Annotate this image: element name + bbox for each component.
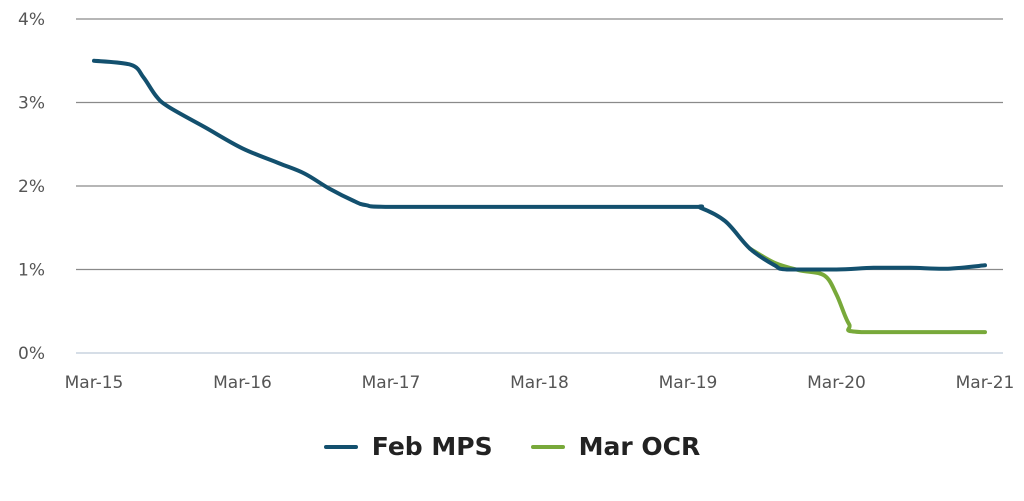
legend-swatch (530, 444, 565, 449)
y-tick-label: 2% (18, 177, 45, 197)
x-tick-label: Mar-21 (956, 373, 1015, 393)
gridlines (76, 18, 1003, 354)
y-tick-label: 3% (18, 94, 45, 114)
series-line-mar-ocr (747, 246, 987, 335)
x-tick-label: Mar-20 (807, 373, 866, 393)
x-tick-label: Mar-16 (213, 373, 272, 393)
y-axis-labels: 0% 1% 2% 3% 4% (18, 10, 45, 364)
x-tick-label: Mar-18 (510, 373, 569, 393)
x-axis-labels: Mar-15 Mar-16 Mar-17 Mar-18 Mar-19 Mar-20 Mar-… (65, 373, 1015, 393)
legend-label: Feb MPS (371, 432, 493, 461)
x-tick-label: Mar-19 (659, 373, 718, 393)
x-tick-label: Mar-17 (362, 373, 421, 393)
line-chart: 0%1%2%3%4% Mar-15 Mar-16 Mar-17 Mar-18 Mar-1… (18, 10, 1015, 393)
y-tick-label: 1% (18, 261, 45, 281)
x-tick-label: Mar-15 (65, 373, 124, 393)
series-line-feb-mps (92, 58, 987, 272)
y-tick-label: 4% (18, 10, 45, 30)
legend-swatch (323, 444, 358, 449)
y-tick-label: 0% (18, 344, 45, 364)
legend: Feb MPS Mar OCR (0, 432, 1024, 461)
legend-item: Mar OCR (530, 432, 701, 461)
legend-item: Feb MPS (323, 432, 493, 461)
series-lines (92, 58, 987, 335)
legend-label: Mar OCR (578, 432, 701, 461)
